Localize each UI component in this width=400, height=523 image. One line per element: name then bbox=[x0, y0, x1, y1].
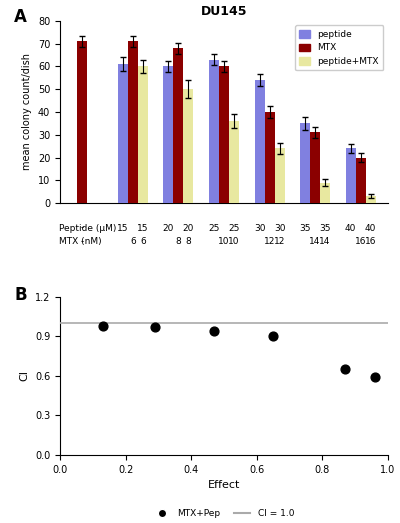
Text: 14: 14 bbox=[320, 237, 331, 246]
Legend: peptide, MTX, peptide+MTX: peptide, MTX, peptide+MTX bbox=[295, 26, 384, 71]
Text: 25: 25 bbox=[208, 223, 220, 233]
Text: 30: 30 bbox=[254, 223, 265, 233]
Point bbox=[211, 327, 217, 335]
Point bbox=[342, 365, 348, 373]
Bar bbox=[264, 112, 274, 203]
Text: 40: 40 bbox=[345, 223, 356, 233]
Text: 12: 12 bbox=[264, 237, 275, 246]
Text: 10: 10 bbox=[218, 237, 230, 246]
Bar bbox=[366, 196, 376, 203]
Text: 40: 40 bbox=[365, 223, 376, 233]
Text: 12: 12 bbox=[274, 237, 285, 246]
Bar bbox=[320, 183, 330, 203]
Text: 6: 6 bbox=[140, 237, 146, 246]
Text: MTX (nM): MTX (nM) bbox=[59, 237, 101, 246]
Bar bbox=[209, 60, 219, 203]
Text: 20: 20 bbox=[183, 223, 194, 233]
Text: 30: 30 bbox=[274, 223, 285, 233]
Text: 35: 35 bbox=[299, 223, 311, 233]
Text: 16: 16 bbox=[355, 237, 366, 246]
Text: 14: 14 bbox=[310, 237, 321, 246]
Bar bbox=[184, 89, 194, 203]
Y-axis label: CI: CI bbox=[19, 370, 29, 381]
Bar bbox=[310, 132, 320, 203]
Text: 16: 16 bbox=[365, 237, 376, 246]
Text: -: - bbox=[81, 237, 84, 246]
Bar bbox=[219, 66, 229, 203]
Bar bbox=[138, 66, 148, 203]
Title: DU145: DU145 bbox=[201, 5, 247, 18]
Text: B: B bbox=[14, 286, 27, 303]
Text: 25: 25 bbox=[228, 223, 240, 233]
Bar bbox=[300, 123, 310, 203]
Bar bbox=[274, 149, 284, 203]
Bar bbox=[118, 64, 128, 203]
Point bbox=[372, 373, 378, 381]
Text: 35: 35 bbox=[319, 223, 331, 233]
Bar bbox=[164, 66, 174, 203]
Text: -: - bbox=[81, 223, 84, 233]
Bar bbox=[346, 149, 356, 203]
Text: Peptide (μM): Peptide (μM) bbox=[59, 223, 116, 233]
Text: 8: 8 bbox=[176, 237, 181, 246]
Bar bbox=[229, 121, 239, 203]
Point bbox=[100, 322, 106, 330]
Text: 15: 15 bbox=[117, 223, 129, 233]
Y-axis label: mean colony count/dish: mean colony count/dish bbox=[22, 53, 32, 170]
Text: 20: 20 bbox=[163, 223, 174, 233]
Text: 10: 10 bbox=[228, 237, 240, 246]
Text: A: A bbox=[14, 8, 27, 26]
Point bbox=[152, 323, 158, 331]
Bar bbox=[77, 41, 87, 203]
Text: 15: 15 bbox=[137, 223, 149, 233]
Bar bbox=[254, 80, 264, 203]
Bar bbox=[174, 48, 184, 203]
Bar bbox=[128, 41, 138, 203]
X-axis label: Effect: Effect bbox=[208, 480, 240, 490]
Legend: MTX+Pep, CI = 1.0: MTX+Pep, CI = 1.0 bbox=[150, 506, 298, 522]
Text: 8: 8 bbox=[186, 237, 191, 246]
Point bbox=[270, 332, 276, 340]
Text: 6: 6 bbox=[130, 237, 136, 246]
Bar bbox=[356, 157, 366, 203]
